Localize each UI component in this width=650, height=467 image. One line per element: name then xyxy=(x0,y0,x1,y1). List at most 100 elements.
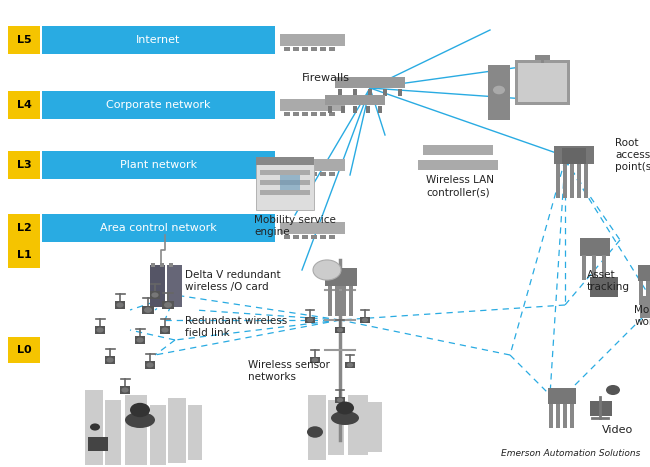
Bar xyxy=(120,386,131,394)
Bar xyxy=(328,286,332,316)
Bar xyxy=(260,190,310,195)
Bar xyxy=(150,291,161,298)
Text: Root
access
point(s): Root access point(s) xyxy=(615,138,650,172)
Bar xyxy=(320,47,326,51)
Bar xyxy=(188,405,202,460)
Bar xyxy=(260,180,310,185)
Bar xyxy=(168,398,186,463)
Bar xyxy=(311,112,317,116)
Bar xyxy=(310,357,320,363)
Text: L5: L5 xyxy=(17,35,31,45)
Bar xyxy=(342,286,346,316)
Bar xyxy=(592,255,596,280)
Bar xyxy=(167,265,182,307)
Bar xyxy=(349,286,353,316)
Bar xyxy=(160,326,170,333)
Bar xyxy=(135,336,146,344)
Circle shape xyxy=(337,398,343,402)
Bar xyxy=(293,112,299,116)
Bar xyxy=(144,361,155,368)
Bar xyxy=(570,404,574,428)
Bar xyxy=(320,112,326,116)
Bar xyxy=(284,172,290,176)
Bar xyxy=(329,172,335,176)
Bar xyxy=(423,145,493,155)
Circle shape xyxy=(312,358,318,362)
Bar xyxy=(302,172,308,176)
Bar xyxy=(549,404,553,428)
Bar xyxy=(162,301,174,309)
Circle shape xyxy=(144,307,152,313)
Bar xyxy=(556,404,560,428)
Bar xyxy=(329,235,335,239)
Bar xyxy=(85,390,103,465)
Text: L4: L4 xyxy=(16,100,31,110)
Bar xyxy=(341,106,344,113)
Bar xyxy=(8,214,40,242)
Bar xyxy=(284,235,290,239)
Bar xyxy=(548,388,576,404)
Bar xyxy=(105,400,121,465)
Bar xyxy=(105,356,116,364)
Bar xyxy=(580,238,610,256)
Bar xyxy=(562,148,586,164)
Bar xyxy=(348,395,368,455)
Circle shape xyxy=(151,292,159,297)
Bar xyxy=(95,326,105,333)
Bar xyxy=(518,63,567,102)
Bar xyxy=(353,89,357,95)
Bar xyxy=(556,164,560,198)
Bar xyxy=(554,146,594,164)
Bar xyxy=(353,106,357,113)
Bar xyxy=(329,112,335,116)
Bar xyxy=(284,47,290,51)
Bar xyxy=(260,170,310,175)
Text: Asset
tracking: Asset tracking xyxy=(586,270,629,292)
Bar xyxy=(150,405,166,465)
Bar xyxy=(42,151,275,179)
Circle shape xyxy=(307,426,323,438)
Bar xyxy=(280,159,345,171)
Bar xyxy=(584,164,588,198)
Bar xyxy=(114,301,125,309)
Bar xyxy=(638,265,650,281)
Bar xyxy=(320,235,326,239)
Bar xyxy=(582,255,586,280)
Bar xyxy=(365,106,369,113)
Ellipse shape xyxy=(125,412,155,428)
Ellipse shape xyxy=(331,411,359,425)
Bar xyxy=(125,395,147,465)
Bar xyxy=(345,362,355,368)
Bar xyxy=(328,400,344,455)
Bar xyxy=(280,34,345,46)
Text: Redundant wireless
field link: Redundant wireless field link xyxy=(185,316,287,339)
Bar xyxy=(590,401,612,416)
Bar xyxy=(8,26,40,54)
Bar xyxy=(590,277,618,297)
Bar xyxy=(306,317,315,323)
Bar xyxy=(151,263,155,267)
Text: Plant network: Plant network xyxy=(120,160,197,170)
Bar xyxy=(335,327,345,333)
Circle shape xyxy=(606,385,620,395)
Circle shape xyxy=(130,403,150,417)
Bar xyxy=(311,47,317,51)
Bar xyxy=(378,106,382,113)
Bar xyxy=(284,112,290,116)
Text: Mobile
workforse: Mobile workforse xyxy=(634,305,650,327)
Text: L1: L1 xyxy=(17,250,31,260)
Bar xyxy=(302,235,308,239)
Bar xyxy=(302,47,308,51)
Bar xyxy=(302,112,308,116)
Bar xyxy=(563,404,567,428)
Bar xyxy=(325,268,357,286)
Text: Wireless LAN
controller(s): Wireless LAN controller(s) xyxy=(426,175,494,198)
Circle shape xyxy=(90,424,100,431)
Circle shape xyxy=(307,318,313,322)
Bar xyxy=(418,160,498,170)
Bar xyxy=(329,47,335,51)
Text: Firewalls: Firewalls xyxy=(302,73,350,83)
Bar xyxy=(293,172,299,176)
Bar xyxy=(646,281,650,305)
Bar xyxy=(577,164,581,198)
